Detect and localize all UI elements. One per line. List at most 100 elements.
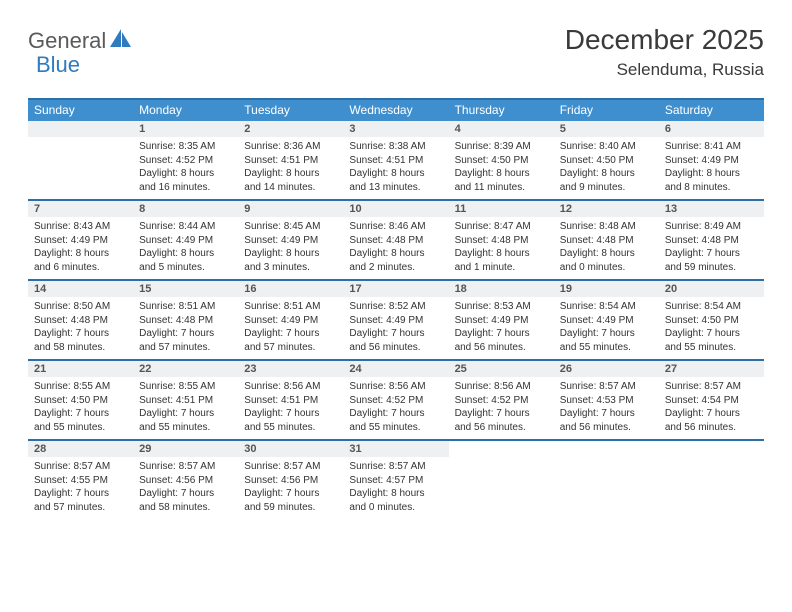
- day-body: Sunrise: 8:56 AMSunset: 4:51 PMDaylight:…: [238, 377, 343, 438]
- day-line: Sunset: 4:52 PM: [139, 154, 232, 168]
- day-body: Sunrise: 8:53 AMSunset: 4:49 PMDaylight:…: [449, 297, 554, 358]
- logo-text-2-wrap: Blue: [36, 52, 80, 78]
- day-line: and 55 minutes.: [244, 421, 337, 435]
- day-body: Sunrise: 8:40 AMSunset: 4:50 PMDaylight:…: [554, 137, 659, 198]
- day-cell: [659, 441, 764, 519]
- day-body: Sunrise: 8:51 AMSunset: 4:48 PMDaylight:…: [133, 297, 238, 358]
- day-cell: 2Sunrise: 8:36 AMSunset: 4:51 PMDaylight…: [238, 121, 343, 199]
- day-line: Sunrise: 8:56 AM: [244, 380, 337, 394]
- day-line: Sunset: 4:56 PM: [139, 474, 232, 488]
- day-line: Sunrise: 8:53 AM: [455, 300, 548, 314]
- day-line: Sunrise: 8:45 AM: [244, 220, 337, 234]
- day-line: Sunrise: 8:41 AM: [665, 140, 758, 154]
- day-line: Sunset: 4:48 PM: [349, 234, 442, 248]
- day-number: 18: [449, 281, 554, 297]
- day-cell: 20Sunrise: 8:54 AMSunset: 4:50 PMDayligh…: [659, 281, 764, 359]
- day-body: [659, 457, 764, 464]
- day-body: Sunrise: 8:55 AMSunset: 4:50 PMDaylight:…: [28, 377, 133, 438]
- day-line: Sunrise: 8:54 AM: [665, 300, 758, 314]
- day-body: Sunrise: 8:43 AMSunset: 4:49 PMDaylight:…: [28, 217, 133, 278]
- day-body: [28, 137, 133, 144]
- day-line: and 3 minutes.: [244, 261, 337, 275]
- day-cell: 13Sunrise: 8:49 AMSunset: 4:48 PMDayligh…: [659, 201, 764, 279]
- day-line: Sunrise: 8:57 AM: [244, 460, 337, 474]
- day-line: Sunset: 4:49 PM: [34, 234, 127, 248]
- day-body: [449, 457, 554, 464]
- day-cell: 24Sunrise: 8:56 AMSunset: 4:52 PMDayligh…: [343, 361, 448, 439]
- location: Selenduma, Russia: [565, 60, 764, 80]
- day-line: Daylight: 7 hours: [244, 487, 337, 501]
- day-line: and 2 minutes.: [349, 261, 442, 275]
- day-number: 25: [449, 361, 554, 377]
- day-line: Sunset: 4:55 PM: [34, 474, 127, 488]
- day-body: Sunrise: 8:51 AMSunset: 4:49 PMDaylight:…: [238, 297, 343, 358]
- day-number: 16: [238, 281, 343, 297]
- day-cell: 14Sunrise: 8:50 AMSunset: 4:48 PMDayligh…: [28, 281, 133, 359]
- week-row: 28Sunrise: 8:57 AMSunset: 4:55 PMDayligh…: [28, 441, 764, 519]
- day-line: and 57 minutes.: [34, 501, 127, 515]
- day-line: and 56 minutes.: [349, 341, 442, 355]
- day-cell: 3Sunrise: 8:38 AMSunset: 4:51 PMDaylight…: [343, 121, 448, 199]
- day-line: Daylight: 8 hours: [34, 247, 127, 261]
- day-line: and 1 minute.: [455, 261, 548, 275]
- day-line: and 55 minutes.: [560, 341, 653, 355]
- weeks-container: 1Sunrise: 8:35 AMSunset: 4:52 PMDaylight…: [28, 121, 764, 519]
- day-line: Sunrise: 8:54 AM: [560, 300, 653, 314]
- day-body: Sunrise: 8:56 AMSunset: 4:52 PMDaylight:…: [449, 377, 554, 438]
- day-line: and 58 minutes.: [34, 341, 127, 355]
- day-line: Sunrise: 8:35 AM: [139, 140, 232, 154]
- day-cell: 12Sunrise: 8:48 AMSunset: 4:48 PMDayligh…: [554, 201, 659, 279]
- day-line: Daylight: 8 hours: [244, 167, 337, 181]
- day-body: Sunrise: 8:36 AMSunset: 4:51 PMDaylight:…: [238, 137, 343, 198]
- day-line: Daylight: 8 hours: [560, 247, 653, 261]
- day-number: 9: [238, 201, 343, 217]
- day-line: Daylight: 7 hours: [34, 487, 127, 501]
- day-line: and 56 minutes.: [560, 421, 653, 435]
- day-line: and 55 minutes.: [349, 421, 442, 435]
- day-number: [28, 121, 133, 137]
- day-body: Sunrise: 8:54 AMSunset: 4:50 PMDaylight:…: [659, 297, 764, 358]
- day-body: Sunrise: 8:47 AMSunset: 4:48 PMDaylight:…: [449, 217, 554, 278]
- week-row: 21Sunrise: 8:55 AMSunset: 4:50 PMDayligh…: [28, 361, 764, 441]
- day-number: 7: [28, 201, 133, 217]
- day-cell: 23Sunrise: 8:56 AMSunset: 4:51 PMDayligh…: [238, 361, 343, 439]
- day-line: Daylight: 7 hours: [560, 407, 653, 421]
- day-number: 11: [449, 201, 554, 217]
- day-line: Sunrise: 8:51 AM: [139, 300, 232, 314]
- day-number: 23: [238, 361, 343, 377]
- day-line: and 55 minutes.: [139, 421, 232, 435]
- day-line: Daylight: 7 hours: [139, 487, 232, 501]
- day-body: Sunrise: 8:56 AMSunset: 4:52 PMDaylight:…: [343, 377, 448, 438]
- day-body: Sunrise: 8:39 AMSunset: 4:50 PMDaylight:…: [449, 137, 554, 198]
- weekday-mon: Monday: [133, 100, 238, 121]
- day-line: Sunset: 4:50 PM: [34, 394, 127, 408]
- day-line: Sunset: 4:48 PM: [455, 234, 548, 248]
- day-body: Sunrise: 8:57 AMSunset: 4:55 PMDaylight:…: [28, 457, 133, 518]
- calendar-page: General December 2025 Selenduma, Russia …: [0, 0, 792, 519]
- day-number: 24: [343, 361, 448, 377]
- weekday-sun: Sunday: [28, 100, 133, 121]
- day-line: and 5 minutes.: [139, 261, 232, 275]
- day-number: 13: [659, 201, 764, 217]
- weekday-sat: Saturday: [659, 100, 764, 121]
- day-line: Sunset: 4:49 PM: [560, 314, 653, 328]
- day-line: Sunset: 4:49 PM: [665, 154, 758, 168]
- day-line: Sunset: 4:51 PM: [244, 154, 337, 168]
- day-body: Sunrise: 8:45 AMSunset: 4:49 PMDaylight:…: [238, 217, 343, 278]
- weekday-thu: Thursday: [449, 100, 554, 121]
- day-number: 20: [659, 281, 764, 297]
- week-row: 14Sunrise: 8:50 AMSunset: 4:48 PMDayligh…: [28, 281, 764, 361]
- day-line: Sunset: 4:49 PM: [244, 314, 337, 328]
- day-line: Sunrise: 8:49 AM: [665, 220, 758, 234]
- day-line: Sunset: 4:48 PM: [560, 234, 653, 248]
- day-body: Sunrise: 8:44 AMSunset: 4:49 PMDaylight:…: [133, 217, 238, 278]
- logo-text-2: Blue: [36, 52, 80, 77]
- day-number: 4: [449, 121, 554, 137]
- day-line: Sunset: 4:50 PM: [665, 314, 758, 328]
- day-cell: 26Sunrise: 8:57 AMSunset: 4:53 PMDayligh…: [554, 361, 659, 439]
- day-line: Sunset: 4:51 PM: [139, 394, 232, 408]
- day-cell: [449, 441, 554, 519]
- day-line: Daylight: 8 hours: [349, 167, 442, 181]
- day-line: and 8 minutes.: [665, 181, 758, 195]
- day-cell: 7Sunrise: 8:43 AMSunset: 4:49 PMDaylight…: [28, 201, 133, 279]
